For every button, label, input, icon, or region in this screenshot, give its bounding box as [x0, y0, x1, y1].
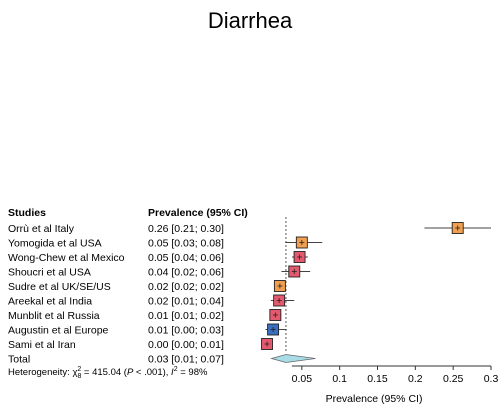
study-name: Wong-Chew et al Mexico [8, 252, 125, 264]
study-ci-text: 0.00 [0.00; 0.01] [148, 339, 224, 351]
study-ci-text: 0.01 [0.00; 0.03] [148, 325, 224, 337]
plot-marks: 0.05 0.1 0.15 0.2 0.25 0.3 [261, 217, 499, 385]
x-tick-label: 0.05 [292, 373, 313, 385]
x-tick-label: 0.15 [367, 373, 388, 385]
study-name: Augustin et al Europe [8, 325, 109, 337]
x-tick-label: 0.1 [332, 373, 347, 385]
study-name: Shoucri et al USA [8, 267, 91, 279]
x-tick-label: 0.25 [443, 373, 464, 385]
study-name: Sami et al Iran [8, 339, 76, 351]
total-diamond [270, 354, 316, 363]
study-ci-text: 0.05 [0.03; 0.08] [148, 238, 224, 250]
study-ci-text: 0.01 [0.01; 0.02] [148, 310, 224, 322]
study-name: Orrù et al Italy [8, 223, 75, 235]
study-name: Yomogida et al USA [8, 238, 102, 250]
header-studies: Studies [8, 207, 46, 219]
header-prevalence: Prevalence (95% CI) [148, 207, 248, 219]
study-name: Munblit et al Russia [8, 310, 100, 322]
study-ci-text: 0.04 [0.02; 0.06] [148, 267, 224, 279]
heterogeneity-text: Heterogeneity: χ82 = 415.04 (P < .001), … [8, 366, 208, 380]
chart-title: Diarrhea [208, 8, 293, 33]
total-label: Total [8, 354, 30, 366]
study-name: Sudre et al UK/SE/US [8, 281, 111, 293]
study-ci-text: 0.02 [0.02; 0.02] [148, 281, 224, 293]
study-name: Areekal et al India [8, 296, 92, 308]
study-rows: Orrù et al Italy 0.26 [0.21; 0.30] Yomogid… [8, 223, 224, 366]
x-tick-label: 0.3 [484, 373, 499, 385]
x-axis-label: Prevalence (95% CI) [326, 393, 423, 405]
study-ci-text: 0.05 [0.04; 0.06] [148, 252, 224, 264]
study-ci-text: 0.02 [0.01; 0.04] [148, 296, 224, 308]
study-ci-text: 0.26 [0.21; 0.30] [148, 223, 224, 235]
total-ci-text: 0.03 [0.01; 0.07] [148, 354, 224, 366]
x-tick-label: 0.2 [408, 373, 423, 385]
